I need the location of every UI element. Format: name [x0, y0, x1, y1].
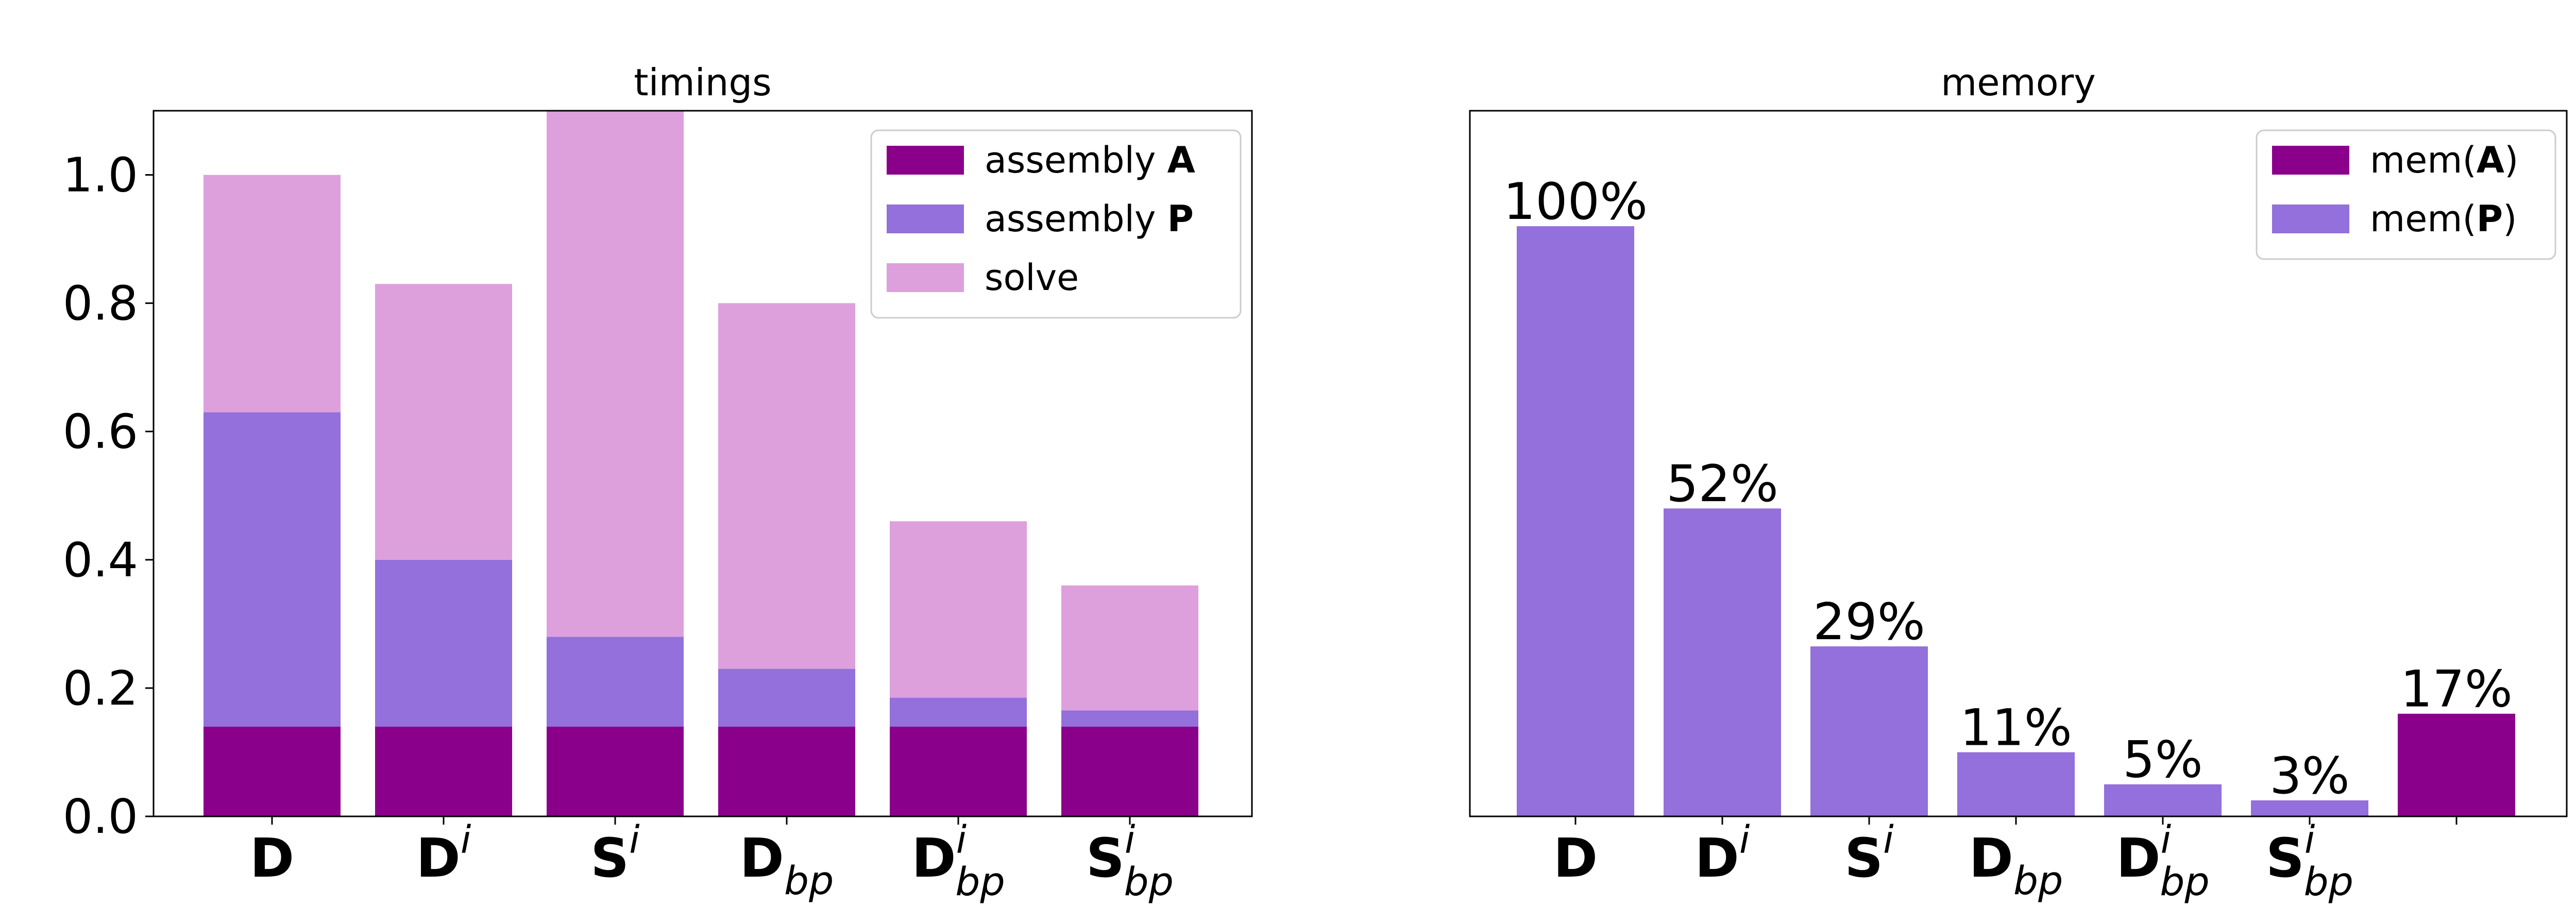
x-tick-label-4: Di bp — [2116, 818, 2209, 904]
legend-swatch-2 — [887, 263, 964, 292]
data-label-4: 5% — [2123, 731, 2202, 790]
bar-1 — [1664, 508, 1781, 816]
legend-swatch-0 — [887, 146, 964, 175]
legend: mem(A) mem(P) — [2256, 129, 2556, 260]
x-tick-label-3: Dbp — [740, 827, 834, 903]
bar-5 — [2251, 800, 2368, 816]
bar-segment-a-5 — [1061, 726, 1198, 816]
bar-0 — [1517, 226, 1634, 816]
timings-panel: timings D Di Si Dbp Di bp Si bp 0.0 0.2 0.4 0.6 0.8 1.… — [63, 61, 1253, 904]
bars — [204, 111, 1198, 816]
bar-segment-a-1 — [375, 726, 512, 816]
bar-segment-p-0 — [204, 412, 341, 727]
chart-title: timings — [634, 61, 771, 104]
data-label-6: 17% — [2400, 660, 2513, 719]
legend: assembly A assembly P solve — [870, 129, 1242, 319]
x-tick-label-3: Dbp — [1969, 827, 2063, 903]
bar-segment-p-1 — [375, 559, 512, 727]
legend-swatch-0 — [2272, 146, 2349, 175]
plot-frame — [1469, 110, 2568, 817]
data-label-0: 100% — [1503, 173, 1648, 231]
chart-title: memory — [1941, 61, 2096, 104]
y-tick-label-1: 0.2 — [63, 661, 138, 716]
y-tick-label-5: 1.0 — [63, 148, 138, 203]
bar-segment-p-4 — [890, 697, 1027, 727]
legend-label-1: assembly P — [985, 198, 1194, 240]
legend-swatch-1 — [2272, 204, 2349, 233]
legend-label-0: assembly A — [985, 139, 1195, 181]
x-tick-label-5: Si bp — [1086, 818, 1174, 904]
bar-segment-a-2 — [547, 726, 684, 816]
bar-segment-solve-1 — [375, 284, 512, 560]
bar-segment-solve-4 — [890, 521, 1027, 698]
legend-label-1: mem(P) — [2370, 198, 2517, 240]
bars — [1517, 226, 2515, 816]
bar-segment-solve-5 — [1061, 585, 1198, 711]
y-tick-label-2: 0.4 — [63, 533, 138, 588]
x-tick-label-0: D — [1553, 827, 1598, 890]
x-tick-label-2: Si — [590, 818, 640, 890]
bar-3 — [1957, 752, 2075, 816]
bar-segment-p-3 — [718, 669, 855, 727]
data-label-3: 11% — [1960, 698, 2072, 757]
data-label-5: 3% — [2269, 747, 2349, 806]
bar-2 — [1810, 646, 1928, 816]
x-tick-label-5: Si bp — [2266, 818, 2353, 904]
y-tick-label-3: 0.6 — [63, 404, 138, 459]
bar-6 — [2398, 713, 2515, 816]
data-label-2: 29% — [1813, 593, 1925, 652]
x-tick-label-4: Di bp — [911, 818, 1005, 904]
bar-segment-a-0 — [204, 726, 341, 816]
bar-segment-p-5 — [1061, 710, 1198, 727]
plot-frame — [152, 110, 1253, 817]
x-tick-label-0: D — [250, 827, 294, 890]
bar-segment-solve-3 — [718, 303, 855, 669]
memory-panel: memory 100% D 52% Di 29% Si 11% Dbp 5% Di bp 3% Si bp 1… — [1469, 61, 2568, 904]
legend-label-0: mem(A) — [2370, 139, 2518, 181]
bar-4 — [2104, 784, 2222, 816]
bar-segment-p-2 — [547, 637, 684, 727]
bar-segment-a-4 — [890, 726, 1027, 816]
x-tick-label-1: Di — [416, 818, 471, 890]
bar-segment-a-3 — [718, 726, 855, 816]
legend-label-2: solve — [985, 257, 1079, 299]
x-tick-label-1: Di — [1695, 818, 1750, 890]
x-tick-label-2: Si — [1844, 818, 1894, 890]
y-tick-label-4: 0.8 — [63, 276, 138, 331]
y-tick-label-0: 0.0 — [63, 789, 138, 844]
legend-swatch-1 — [887, 204, 964, 233]
data-label-1: 52% — [1666, 455, 1778, 514]
bar-segment-solve-0 — [204, 175, 341, 413]
bar-segment-solve-2 — [547, 111, 684, 637]
